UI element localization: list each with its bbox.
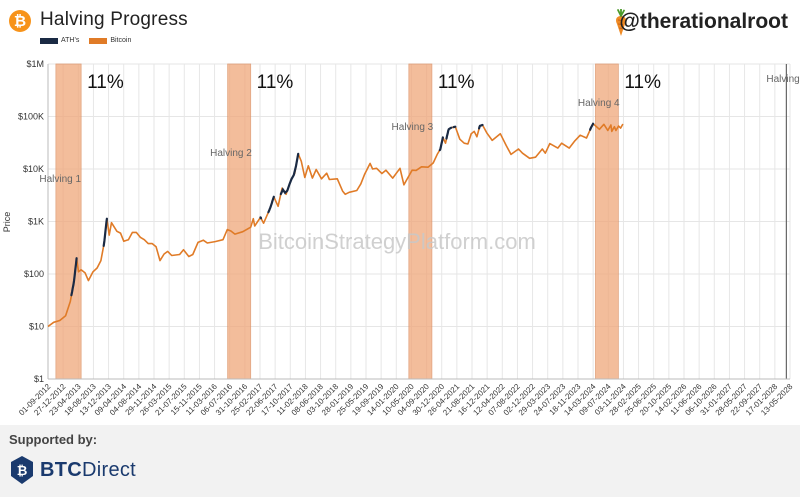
- halving-percent-label: 11%: [257, 72, 294, 93]
- header: ₿ Halving Progress @therationalroot: [0, 0, 800, 50]
- y-tick-label: $1M: [26, 59, 44, 69]
- ath-segment: [589, 122, 595, 131]
- ath-segment: [267, 195, 275, 214]
- btcdirect-brand-bold: BTC: [40, 459, 83, 481]
- legend-label-ath: ATH's: [61, 37, 80, 44]
- halving-band: [595, 63, 619, 380]
- y-axis-label: Price: [2, 212, 12, 233]
- supported-by-label: Supported by:: [9, 432, 98, 447]
- legend-item-bitcoin: Bitcoin: [89, 37, 131, 44]
- ath-segment: [438, 136, 444, 152]
- y-tick-label: $10K: [23, 164, 44, 174]
- ath-segment: [279, 152, 300, 196]
- bitcoin-logo-icon: ₿: [9, 10, 31, 32]
- btcdirect-brand: BTCDirect: [40, 459, 136, 482]
- halving-name-label: Halving 5: [766, 74, 800, 85]
- ath-segment: [445, 126, 453, 140]
- halving-name-label: Halving 1: [39, 174, 81, 185]
- page-title: Halving Progress: [40, 9, 188, 30]
- ath-segment: [70, 257, 78, 297]
- halving-band: [408, 63, 433, 380]
- halving-percent-label: 11%: [87, 72, 124, 93]
- y-tick-label: $100K: [18, 112, 44, 122]
- ath-segment: [259, 216, 263, 220]
- legend-item-ath: ATH's: [40, 37, 79, 44]
- btcdirect-brand-rest: Direct: [82, 459, 137, 481]
- ath-segment: [478, 123, 484, 130]
- halving-name-label: Halving 3: [392, 122, 434, 133]
- halving-percent-label: 11%: [624, 72, 661, 93]
- legend-swatch-ath: [40, 37, 58, 44]
- author-handle: @therationalroot: [619, 10, 788, 33]
- halving-band: [55, 63, 82, 380]
- legend-label-bitcoin: Bitcoin: [110, 37, 132, 44]
- halving-band: [227, 63, 252, 380]
- carrot-icon: [616, 9, 626, 36]
- btcdirect-logo-icon: ₿: [11, 456, 33, 484]
- chart-legend: ATH's Bitcoin: [40, 37, 141, 44]
- halving-name-label: Halving 2: [210, 148, 252, 159]
- halving-name-label: Halving 4: [578, 98, 620, 109]
- y-tick-label: $1: [34, 374, 44, 384]
- y-tick-label: $1K: [28, 217, 44, 227]
- y-tick-label: $100: [24, 269, 44, 279]
- ath-segment: [102, 217, 108, 247]
- price-chart: $1$10$100$1K$10K$100K$1M01-09-201227-12-…: [2, 59, 800, 417]
- bitcoin-price-line: [47, 122, 624, 328]
- halving-percent-label: 11%: [438, 72, 475, 93]
- y-tick-label: $10: [29, 322, 44, 332]
- svg-text:₿: ₿: [17, 464, 28, 479]
- footer-band: [0, 425, 800, 497]
- watermark-text: BitcoinStrategyPlatform.com: [258, 229, 536, 254]
- legend-swatch-bitcoin: [89, 37, 108, 44]
